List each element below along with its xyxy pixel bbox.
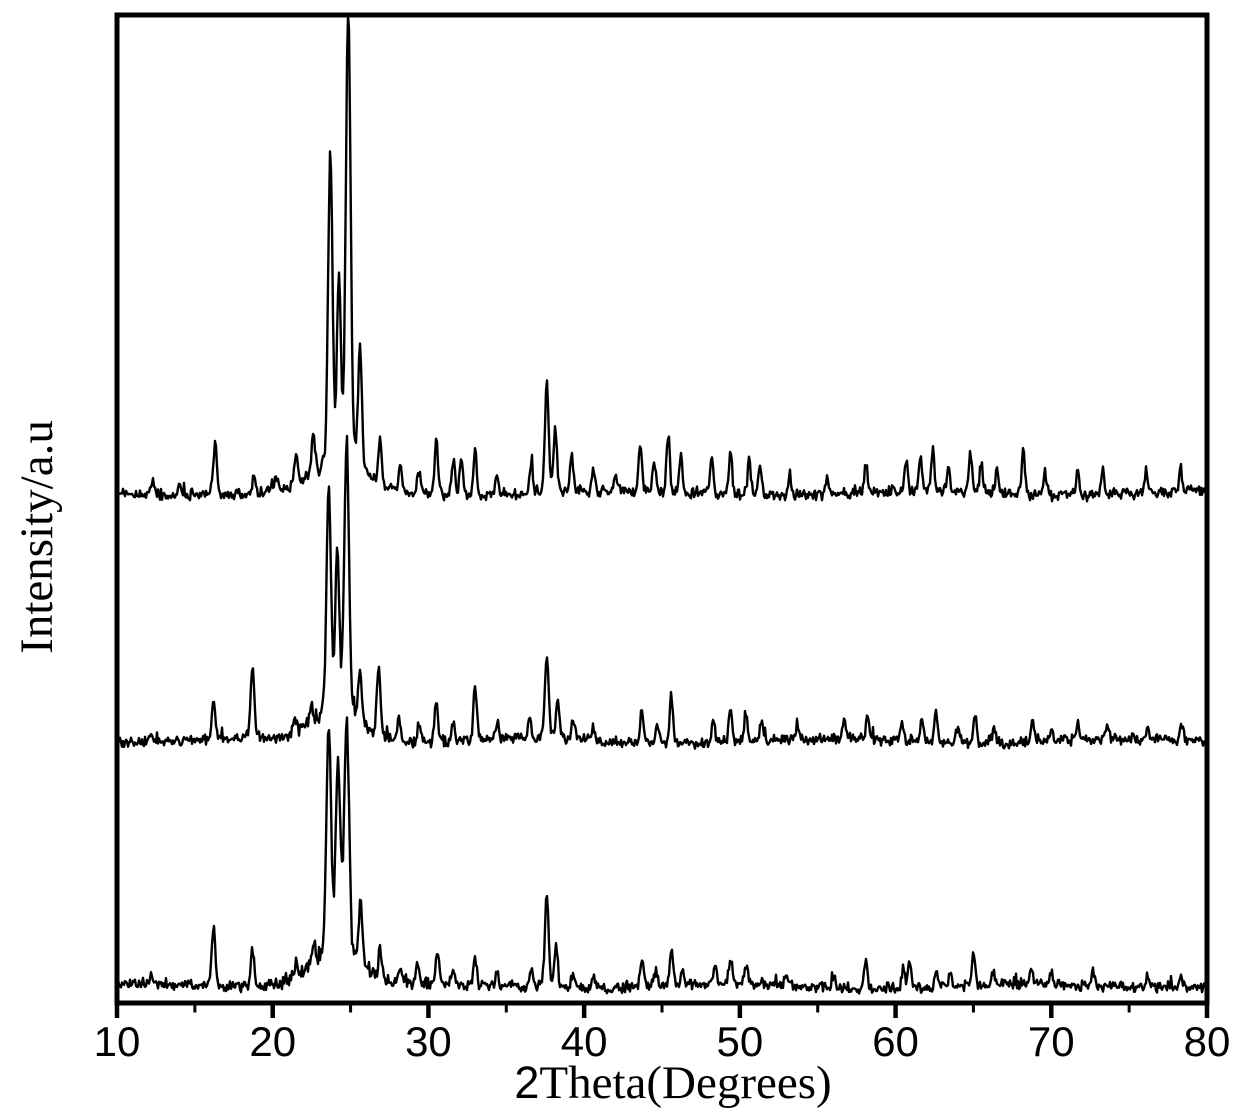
x-tick-label-30: 30: [405, 1018, 452, 1065]
x-axis-label: 2Theta(Degrees): [514, 1057, 831, 1109]
x-axis-label-text: Theta(Degrees): [539, 1057, 831, 1109]
xrd-trace-middle: [115, 434, 1209, 750]
x-tick-label-60: 60: [872, 1018, 919, 1065]
x-tick-label-70: 70: [1028, 1018, 1075, 1065]
y-axis-label: Intensity/a.u: [11, 420, 63, 654]
xrd-traces: [115, 14, 1209, 995]
x-tick-label-80: 80: [1184, 1018, 1231, 1065]
x-tick-label-50: 50: [716, 1018, 763, 1065]
x-tick-label-20: 20: [249, 1018, 296, 1065]
plot-frame: [114, 12, 1210, 1006]
x-axis-tick-labels: 10 20 30 40 50 60 70 80: [94, 1018, 1231, 1065]
xrd-trace-bottom: [115, 716, 1209, 995]
xrd-trace-top: [115, 14, 1209, 503]
x-tick-label-10: 10: [94, 1018, 141, 1065]
x-axis-ticks: [114, 1004, 1210, 1018]
x-tick-label-40: 40: [561, 1018, 608, 1065]
x-axis-label-number: 2: [514, 1057, 539, 1108]
